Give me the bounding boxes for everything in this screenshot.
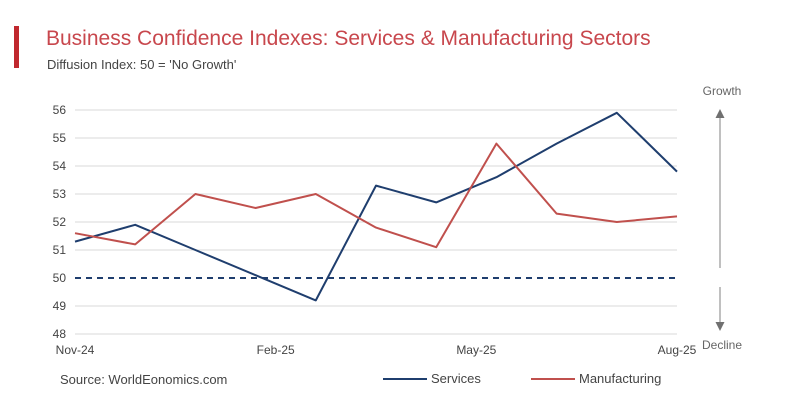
legend-item-services: Services [383,371,481,386]
source-note: Source: WorldEonomics.com [60,372,228,387]
chart-title: Business Confidence Indexes: Services & … [46,27,651,50]
x-axis-ticks: Nov-24 Feb-25 May-25 Aug-25 [56,343,697,357]
y-tick-label: 49 [53,299,67,313]
x-tick-label: May-25 [456,343,496,357]
legend-swatch-manufacturing [531,377,575,380]
x-tick-label: Aug-25 [658,343,697,357]
legend-swatch-services [383,377,427,380]
decline-arrowhead-icon [715,322,725,331]
series-group [74,111,678,302]
decline-label: Decline [702,338,742,352]
x-tick-label: Nov-24 [56,343,95,357]
series-line-manufacturing [74,142,678,249]
y-tick-label: 50 [53,271,67,285]
chart-subtitle: Diffusion Index: 50 = 'No Growth' [47,57,237,72]
legend-label-services: Services [431,371,481,386]
x-tick-label: Feb-25 [257,343,295,357]
legend-label-manufacturing: Manufacturing [579,371,662,386]
growth-decline-arrows: Growth Decline [702,84,742,352]
title-accent-bar [14,26,19,68]
y-tick-label: 53 [53,187,67,201]
growth-arrowhead-icon [715,109,725,118]
y-tick-label: 52 [53,215,67,229]
growth-label: Growth [703,84,742,98]
y-tick-label: 48 [53,327,67,341]
y-tick-label: 55 [53,131,67,145]
legend-item-manufacturing: Manufacturing [531,371,661,386]
gridlines [75,109,677,335]
y-tick-label: 56 [53,103,67,117]
series-line-services [74,111,678,302]
y-tick-label: 51 [53,243,67,257]
y-axis-ticks: 48 49 50 51 52 53 54 55 56 [53,103,67,341]
y-tick-label: 54 [53,159,67,173]
